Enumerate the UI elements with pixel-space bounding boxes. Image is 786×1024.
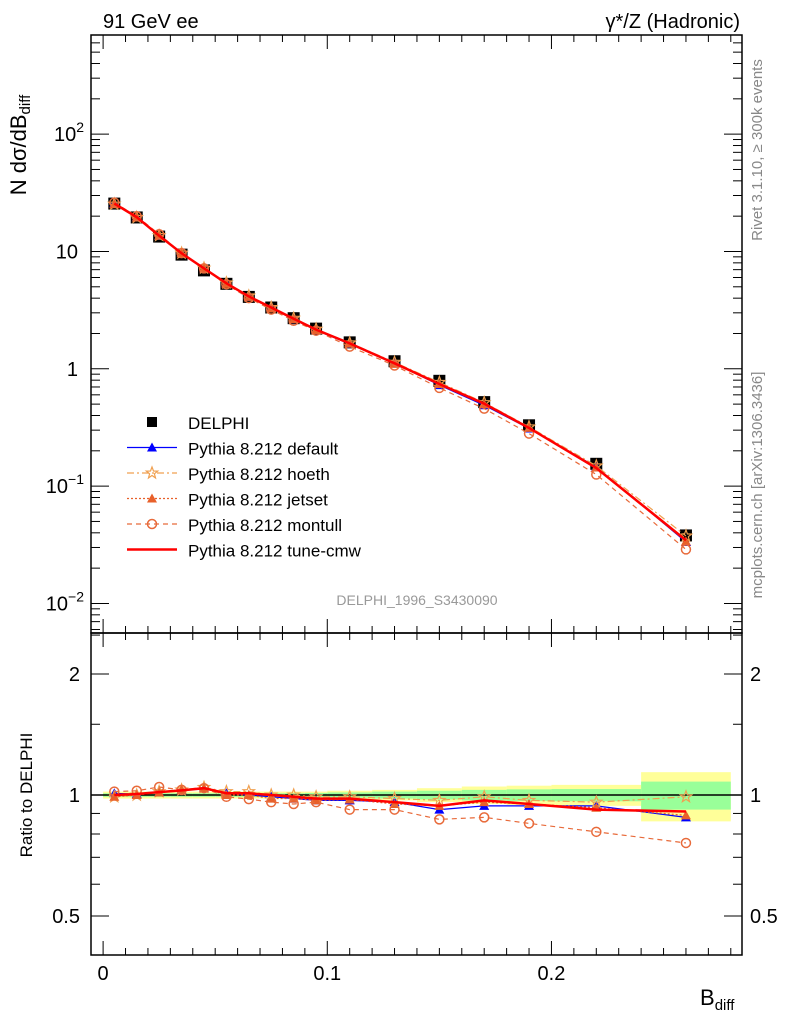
circle-marker <box>265 796 277 808</box>
legend-label: Pythia 8.212 montull <box>188 516 342 535</box>
legend-item: Pythia 8.212 jetset <box>127 491 328 510</box>
y-tick-exponent: −1 <box>68 471 84 487</box>
series-line-hoeth <box>114 203 687 537</box>
legend-item: Pythia 8.212 montull <box>127 516 342 535</box>
circle-marker <box>198 263 210 274</box>
legend-label: DELPHI <box>188 414 249 433</box>
title-left: 91 GeV ee <box>103 11 199 33</box>
circle-marker <box>176 247 187 259</box>
circle-marker <box>389 804 400 815</box>
legend-square-marker <box>147 417 157 427</box>
circle-marker <box>434 814 445 825</box>
y-tick-base: 10 <box>46 593 68 615</box>
circle-marker <box>109 197 120 208</box>
ratio-tick-label-right: 1 <box>750 785 761 807</box>
legend-label: Pythia 8.212 hoeth <box>188 465 330 484</box>
y-tick-label: 10−2 <box>46 588 84 615</box>
circle-marker <box>344 804 355 815</box>
series-line-tune-cmw <box>113 202 687 542</box>
x-axis-label-main: B <box>700 985 715 1010</box>
star-marker <box>144 465 160 480</box>
x-tick-label: 0.2 <box>538 963 566 985</box>
ratio-tick-label-left: 2 <box>69 664 80 686</box>
ratio-line-montull <box>114 786 687 844</box>
x-axis-label: Bdiff <box>700 985 735 1014</box>
circle-marker <box>591 469 602 480</box>
circle-marker <box>153 228 165 240</box>
y-tick-base: 1 <box>67 359 78 381</box>
circle-marker <box>478 812 490 823</box>
y-tick-base: 10 <box>54 124 76 146</box>
y-axis-label-sub: diff <box>17 94 34 115</box>
x-tick-label: 0 <box>98 963 109 985</box>
legend-label: Pythia 8.212 tune-cmw <box>188 542 362 561</box>
rivet-version-label: Rivet 3.1.10, ≥ 300k events <box>749 59 766 241</box>
y-tick-exponent: −2 <box>68 588 84 604</box>
ratio-tick-label-right: 0.5 <box>750 906 778 928</box>
circle-marker <box>523 818 535 829</box>
legend-item: Pythia 8.212 hoeth <box>127 465 330 484</box>
y-tick-exponent: 2 <box>76 119 84 135</box>
circle-marker <box>221 279 232 290</box>
ratio-line-tune-cmw <box>114 786 686 813</box>
star-marker <box>678 789 694 804</box>
y-axis-label-main: N dσ/dB <box>6 114 31 195</box>
x-tick-label: 0.1 <box>313 963 341 985</box>
x-axis-label-sub: diff <box>715 997 736 1014</box>
title-right: γ*/Z (Hadronic) <box>606 11 740 33</box>
y-tick-label: 10 <box>56 241 78 263</box>
triangle-marker <box>479 797 490 807</box>
ratio-tick-label-right: 2 <box>750 664 761 686</box>
analysis-id-label: DELPHI_1996_S3430090 <box>336 592 497 608</box>
y-tick-base: 10 <box>56 241 78 263</box>
circle-marker <box>591 826 602 838</box>
y-tick-label: 10−1 <box>46 471 84 498</box>
y-tick-base: 10 <box>46 476 68 498</box>
legend-label: Pythia 8.212 jetset <box>188 491 328 510</box>
legend-item: Pythia 8.212 default <box>127 440 339 459</box>
ratio-axis-label: Ratio to DELPHI <box>17 733 36 858</box>
ratio-tick-label-left: 0.5 <box>52 906 80 928</box>
triangle-marker <box>680 536 691 546</box>
mcplots-label: mcplots.cern.ch [arXiv:1306.3436] <box>749 372 766 599</box>
circle-marker <box>243 793 255 805</box>
y-tick-label: 1 <box>67 359 78 381</box>
circle-marker <box>680 544 692 555</box>
circle-marker <box>109 786 120 797</box>
y-tick-label: 102 <box>54 119 84 146</box>
triangle-marker <box>680 810 691 820</box>
legend: DELPHI Pythia 8.212 default Pythia 8.212 h… <box>127 414 362 561</box>
triangle-marker <box>147 442 157 452</box>
ratio-tick-label-left: 1 <box>69 785 80 807</box>
y-axis-label: N dσ/dBdiff <box>6 94 34 195</box>
circle-marker <box>680 837 692 849</box>
legend-label: Pythia 8.212 default <box>188 440 339 459</box>
legend-item: DELPHI <box>147 414 249 433</box>
circle-marker <box>288 798 299 810</box>
circle-marker <box>146 518 158 530</box>
legend-item: Pythia 8.212 tune-cmw <box>127 542 362 561</box>
circle-marker <box>131 210 142 222</box>
triangle-marker <box>147 493 157 503</box>
